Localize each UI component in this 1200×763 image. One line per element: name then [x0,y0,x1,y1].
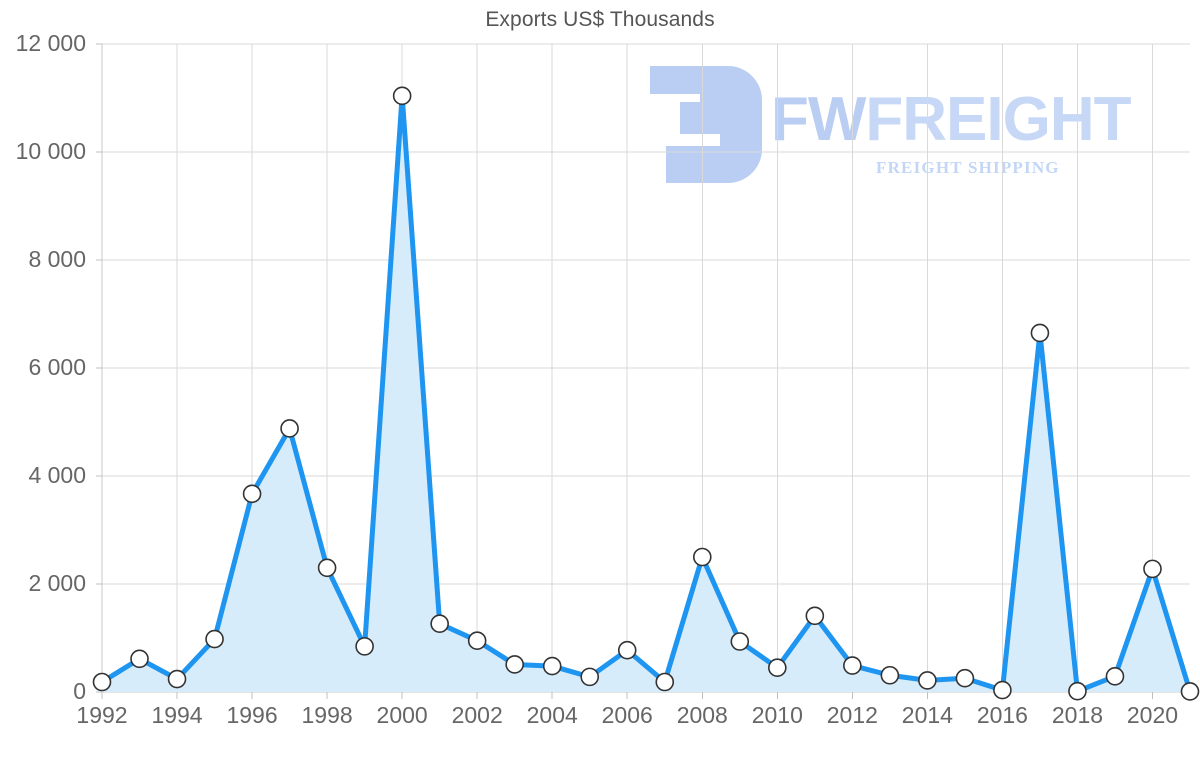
y-tick-label: 10 000 [16,138,86,164]
data-point-marker[interactable] [392,86,412,106]
data-point-marker[interactable] [280,419,299,438]
data-point-marker[interactable] [505,655,524,674]
y-tick-label: 0 [73,678,86,704]
x-tick-label: 2016 [977,702,1028,728]
series-area [102,95,1190,693]
y-tick-label: 6 000 [28,354,86,380]
y-tick-mark-group [96,43,102,693]
data-point-marker[interactable] [768,658,787,678]
x-tick-label: 2002 [452,702,503,728]
y-tick-label: 8 000 [28,246,86,272]
data-point-marker[interactable] [317,558,337,578]
x-tick-label: 1996 [226,702,277,728]
x-tick-label: 2010 [752,702,803,728]
data-point-marker[interactable] [242,484,262,504]
x-tick-label: 2014 [902,702,953,728]
data-point-marker[interactable] [655,672,675,692]
y-tick-label: 4 000 [28,462,86,488]
data-point-marker[interactable] [993,680,1012,700]
data-point-marker[interactable] [467,631,487,651]
data-point-marker[interactable] [692,547,712,567]
y-axis-labels: 0 2 000 4 000 6 000 8 000 10 000 12 000 [16,30,86,704]
data-point-marker[interactable] [1030,323,1050,343]
data-point-marker[interactable] [918,671,937,690]
x-tick-mark-group [101,692,1153,699]
data-point-marker[interactable] [205,629,224,649]
chart-title: Exports US$ Thousands [485,8,715,31]
x-tick-label: 2018 [1052,702,1103,728]
data-point-marker[interactable] [1105,667,1125,686]
data-point-marker[interactable] [843,656,862,675]
x-tick-label: 2012 [827,702,878,728]
data-point-marker[interactable] [617,640,637,660]
x-tick-label: 2008 [677,702,728,728]
y-tick-label: 12 000 [16,30,86,56]
x-tick-label: 2000 [377,702,428,728]
x-tick-label: 2020 [1127,702,1178,728]
data-point-marker[interactable] [1143,559,1162,579]
data-point-marker[interactable] [130,649,149,669]
data-point-marker[interactable] [430,614,449,633]
data-point-marker[interactable] [355,637,374,656]
x-axis-labels: 1992 1994 1996 1998 2000 2002 2004 2006 2008 2010… [76,702,1178,728]
series-line [99,93,1193,694]
series-marker-group [92,86,1200,701]
x-tick-label: 1992 [76,702,127,728]
x-tick-label: 1998 [302,702,353,728]
x-tick-label: 2006 [602,702,653,728]
data-point-marker[interactable] [805,606,825,626]
data-point-marker[interactable] [167,669,187,689]
y-tick-label: 2 000 [28,570,86,596]
x-tick-label: 2004 [527,702,578,728]
x-tick-label: 1994 [151,702,202,728]
data-point-marker[interactable] [92,672,112,692]
data-point-marker[interactable] [955,668,975,688]
data-point-marker[interactable] [542,656,562,676]
data-point-marker[interactable] [730,632,750,651]
data-point-marker[interactable] [1068,681,1087,701]
data-point-marker[interactable] [580,667,600,687]
data-point-marker[interactable] [1180,682,1200,701]
data-point-marker[interactable] [880,665,900,685]
